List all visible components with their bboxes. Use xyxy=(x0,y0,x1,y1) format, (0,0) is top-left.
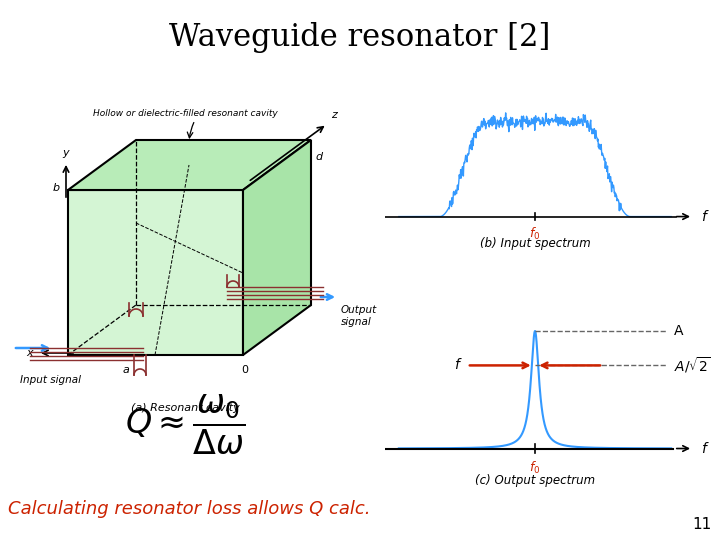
Text: Input signal: Input signal xyxy=(19,375,81,385)
Text: x: x xyxy=(27,348,33,358)
Text: (b) Input spectrum: (b) Input spectrum xyxy=(480,238,590,251)
Text: (c) Output spectrum: (c) Output spectrum xyxy=(475,474,595,488)
Text: z: z xyxy=(331,110,337,120)
Polygon shape xyxy=(68,140,311,190)
Text: a: a xyxy=(122,365,130,375)
Text: $f_0$: $f_0$ xyxy=(529,226,541,242)
Text: $f_0$: $f_0$ xyxy=(529,460,541,476)
Text: Calculating resonator loss allows Q calc.: Calculating resonator loss allows Q calc… xyxy=(8,500,371,518)
Text: y: y xyxy=(63,148,69,158)
Text: 0: 0 xyxy=(241,365,248,375)
Text: Waveguide resonator [2]: Waveguide resonator [2] xyxy=(169,22,551,53)
Text: Output
signal: Output signal xyxy=(341,305,377,327)
Text: $A/\sqrt{2}$: $A/\sqrt{2}$ xyxy=(674,355,711,375)
Text: 11: 11 xyxy=(693,517,712,532)
Polygon shape xyxy=(68,190,243,355)
Text: d: d xyxy=(315,152,322,162)
Text: f: f xyxy=(701,442,706,456)
Text: Hollow or dielectric-filled resonant cavity: Hollow or dielectric-filled resonant cav… xyxy=(93,109,277,118)
Text: (a) Resonant cavity: (a) Resonant cavity xyxy=(130,403,239,413)
Text: f: f xyxy=(454,359,459,373)
Text: A: A xyxy=(674,324,683,338)
Text: f: f xyxy=(701,210,706,224)
Text: $Q \approx \dfrac{\omega_0}{\Delta\omega}$: $Q \approx \dfrac{\omega_0}{\Delta\omega… xyxy=(125,393,245,457)
Polygon shape xyxy=(243,140,311,355)
Text: b: b xyxy=(53,183,60,193)
